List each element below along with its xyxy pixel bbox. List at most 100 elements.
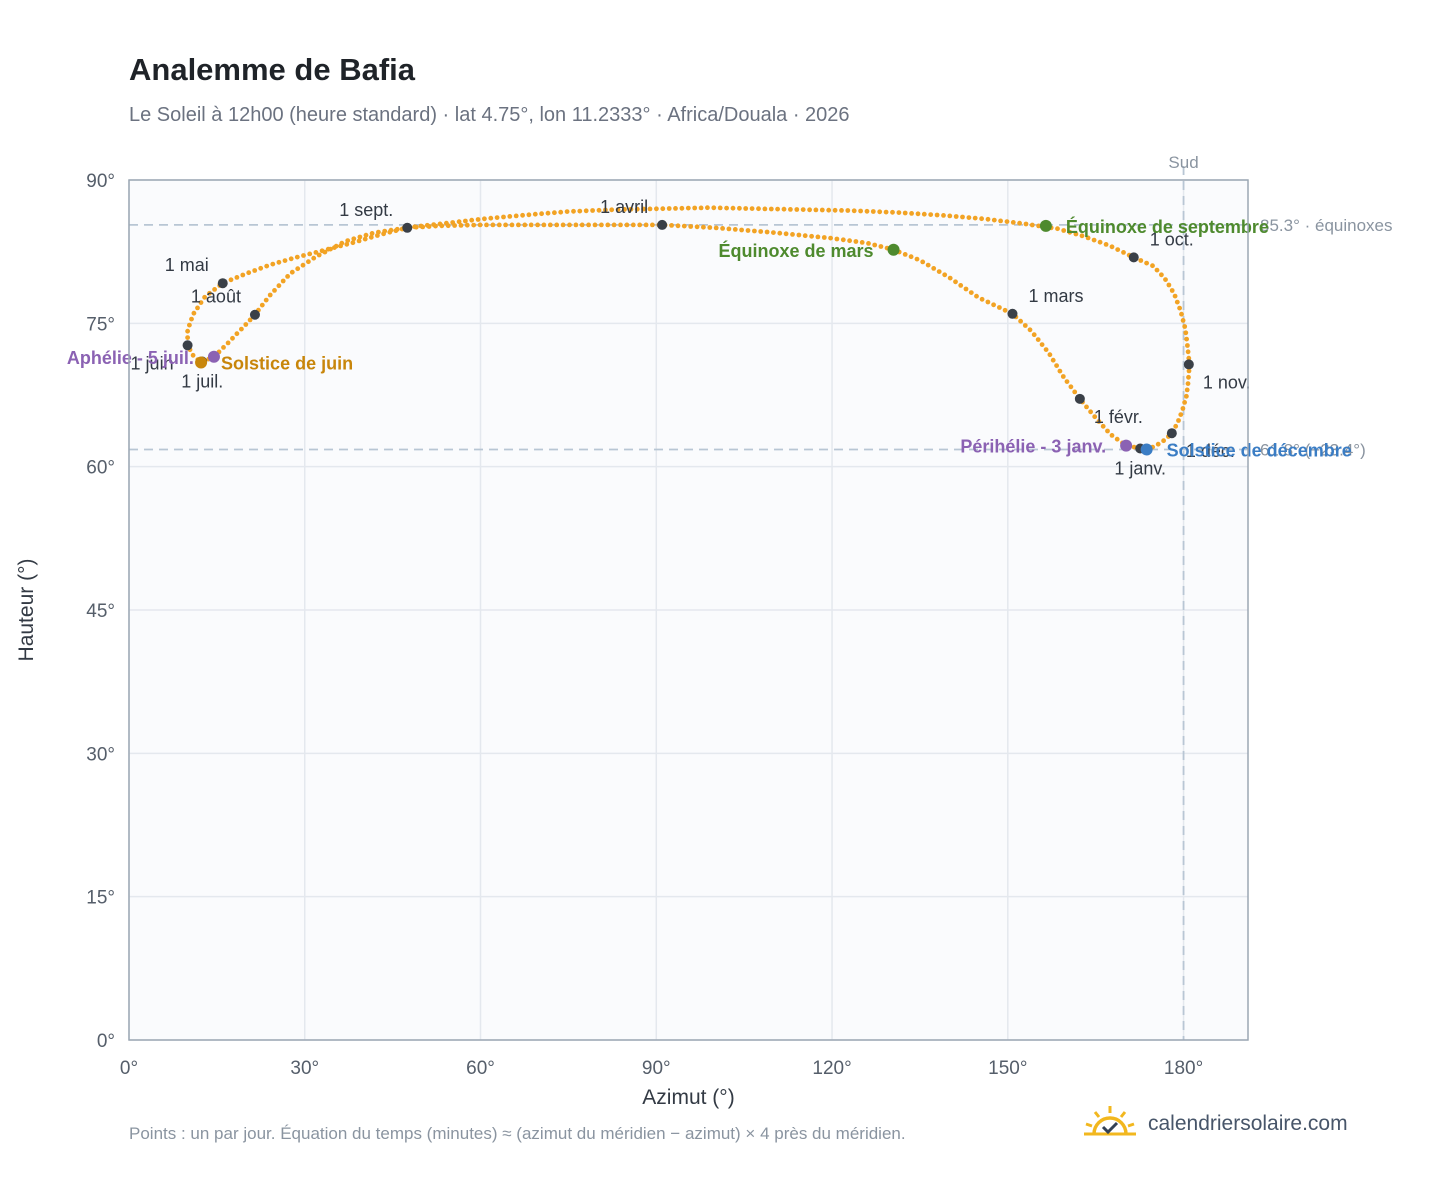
daily-point xyxy=(577,208,583,214)
y-tick-label: 45° xyxy=(86,601,115,622)
daily-point xyxy=(1072,389,1078,395)
daily-point xyxy=(802,233,808,239)
daily-point xyxy=(985,299,991,305)
daily-point xyxy=(839,208,844,213)
month-markers: 1 janv. 1 févr. 1 mars 1 avril 1 mai 1 juin 1 … xyxy=(131,197,1251,479)
daily-point xyxy=(958,283,964,288)
daily-point xyxy=(356,238,362,244)
daily-point xyxy=(503,222,508,228)
daily-point xyxy=(1029,222,1035,228)
daily-point xyxy=(705,205,710,211)
daily-point xyxy=(1043,347,1049,352)
daily-point xyxy=(953,279,958,285)
daily-point xyxy=(316,252,322,258)
daily-point xyxy=(1163,277,1168,282)
daily-point xyxy=(1174,299,1180,305)
chart-title: Analemme de Bafia xyxy=(129,52,415,87)
daily-point xyxy=(1097,239,1103,245)
daily-point xyxy=(637,222,643,228)
daily-point xyxy=(1186,355,1192,361)
daily-point xyxy=(1010,220,1016,225)
daily-point xyxy=(1114,436,1120,442)
chart-subtitle: Le Soleil à 12h00 (heure standard) · lat… xyxy=(129,104,850,126)
daily-point xyxy=(758,229,764,234)
daily-point xyxy=(1159,272,1164,278)
daily-point xyxy=(1154,267,1160,273)
daily-point xyxy=(615,207,621,213)
daily-point xyxy=(1182,400,1187,405)
daily-point xyxy=(1169,288,1175,293)
daily-point xyxy=(212,287,218,292)
daily-point xyxy=(713,225,719,231)
daily-point xyxy=(624,222,630,228)
meridian-label: Sud xyxy=(1168,153,1198,172)
daily-point xyxy=(272,288,277,293)
y-tick-label: 30° xyxy=(86,744,115,765)
event-marker xyxy=(207,350,220,363)
daily-point xyxy=(1055,226,1060,232)
daily-point xyxy=(634,206,640,212)
month-marker-label: 1 août xyxy=(191,287,241,307)
month-marker-label: 1 janv. xyxy=(1114,459,1166,479)
daily-point xyxy=(1177,305,1182,311)
daily-point xyxy=(768,206,774,212)
month-marker xyxy=(657,219,668,230)
daily-point xyxy=(369,231,375,236)
daily-point xyxy=(433,223,438,229)
daily-point xyxy=(985,216,991,222)
daily-point xyxy=(845,208,851,213)
event-label: Solstice de juin xyxy=(221,354,353,374)
x-tick-label: 0° xyxy=(120,1058,138,1079)
daily-point xyxy=(439,223,445,229)
daily-point xyxy=(228,277,234,283)
daily-point xyxy=(264,263,270,269)
daily-point xyxy=(469,217,475,223)
daily-point xyxy=(717,205,723,211)
daily-point xyxy=(247,317,253,323)
month-marker xyxy=(1166,428,1177,439)
x-tick-label: 90° xyxy=(642,1058,671,1079)
x-tick-label: 150° xyxy=(988,1058,1027,1079)
daily-point xyxy=(688,224,694,229)
daily-point xyxy=(819,207,825,213)
month-marker xyxy=(1183,359,1194,370)
daily-point xyxy=(1105,428,1110,434)
brand-link[interactable]: calendriersolaire.com xyxy=(1082,1104,1348,1144)
x-axis-label: Azimut (°) xyxy=(642,1086,734,1109)
daily-point xyxy=(1054,363,1059,368)
plot-frame xyxy=(128,179,1249,1041)
daily-point xyxy=(991,217,997,223)
daily-point xyxy=(190,352,196,358)
month-marker-label: 1 avril xyxy=(600,197,648,217)
daily-point xyxy=(516,222,521,228)
daily-point xyxy=(775,206,780,212)
daily-point xyxy=(528,222,534,228)
daily-point xyxy=(698,205,704,211)
daily-point xyxy=(276,259,282,265)
daily-point xyxy=(552,210,557,216)
daily-point xyxy=(545,210,551,216)
daily-point xyxy=(654,206,659,212)
axis-ticks: 0° 30° 60° 90° 120° 150° 180° 0° 15° 30° 45° 60° 75°… xyxy=(86,171,1203,1079)
month-marker-label: 1 juin xyxy=(131,353,174,373)
daily-point xyxy=(974,293,979,299)
daily-point xyxy=(1185,343,1190,348)
daily-point xyxy=(1115,247,1121,253)
event-marker xyxy=(887,243,900,256)
daily-point xyxy=(762,206,768,212)
daily-point xyxy=(1036,223,1041,229)
daily-point xyxy=(1100,423,1106,429)
daily-point xyxy=(282,258,288,263)
daily-point xyxy=(685,205,691,211)
daily-point xyxy=(1068,384,1074,390)
daily-point xyxy=(972,215,978,221)
daily-point xyxy=(953,214,959,219)
daily-point xyxy=(1138,258,1144,263)
x-tick-label: 60° xyxy=(466,1058,495,1079)
event-label: Aphélie - 5 juil. xyxy=(67,348,194,368)
daily-point xyxy=(997,305,1002,310)
daily-point xyxy=(1023,221,1029,227)
daily-point xyxy=(185,335,191,340)
daily-point xyxy=(756,206,761,212)
daily-point xyxy=(730,205,736,211)
